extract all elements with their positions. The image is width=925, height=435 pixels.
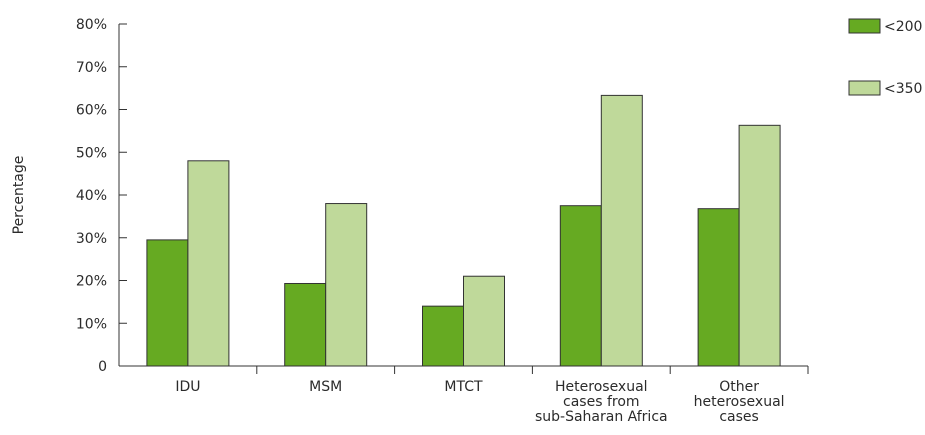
y-tick-label: 60% [76,103,107,119]
bar-lt200 [697,208,740,367]
x-category-label: Heterosexual [555,379,648,395]
x-category-label: heterosexual [694,394,785,410]
bar-lt200 [422,305,464,367]
bar-lt350 [187,160,230,367]
legend-label: <200 [884,19,922,35]
bar-lt350 [325,203,368,367]
bar-lt350 [738,124,781,367]
legend-swatch [848,80,881,96]
bar-lt350 [600,94,643,367]
legend-swatch [848,18,881,34]
legend-label: <350 [884,81,922,97]
x-category-label: MSM [309,379,342,395]
x-category-label: sub-Saharan Africa [535,409,668,425]
y-axis-label: Percentage [11,156,27,235]
bar-lt200 [559,205,602,367]
y-tick-label: 0 [98,359,107,375]
y-tick-label: 40% [76,188,107,204]
x-category-label: Other [719,379,759,395]
x-category-label: IDU [175,379,200,395]
bar-lt200 [284,282,327,367]
y-tick-label: 70% [76,60,107,76]
y-tick-label: 50% [76,145,107,161]
bar-lt200 [146,239,189,367]
y-tick-label: 30% [76,231,107,247]
y-tick-label: 10% [76,316,107,332]
x-category-label: cases [719,409,758,425]
bar-lt350 [463,275,505,367]
x-category-label: cases from [563,394,640,410]
x-category-label: MTCT [444,379,483,395]
y-tick-label: 20% [76,274,107,290]
y-tick-label: 80% [76,17,107,33]
